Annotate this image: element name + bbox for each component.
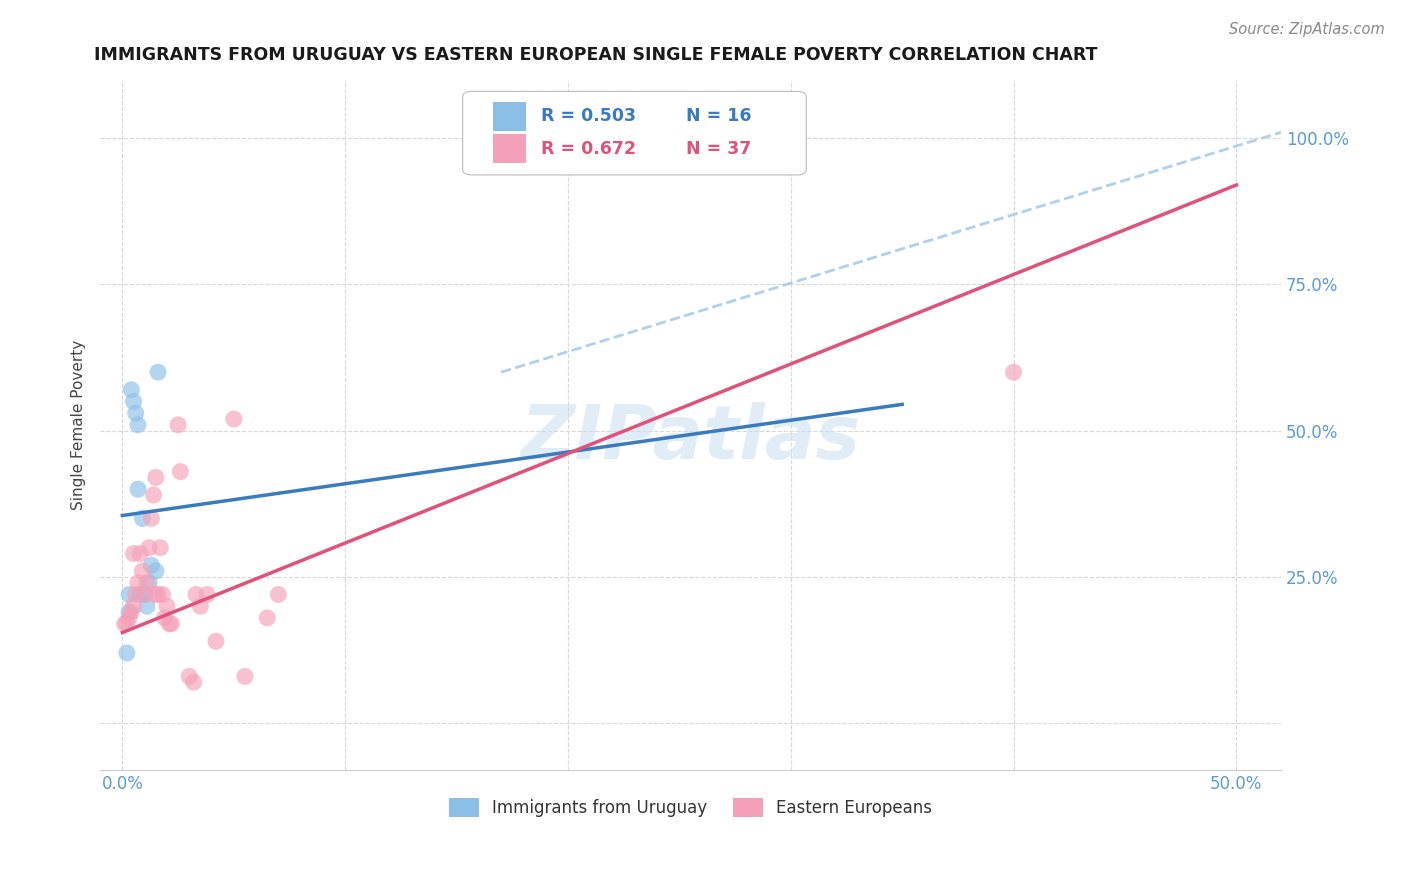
Point (157, 616, 180, 631)
Point (118, 587, 141, 601)
Point (115, 616, 138, 631)
Point (141, 558, 163, 573)
Point (118, 605, 141, 619)
Point (142, 488, 165, 502)
FancyBboxPatch shape (494, 102, 526, 131)
FancyBboxPatch shape (494, 134, 526, 163)
Text: ZIPatlas: ZIPatlas (520, 402, 860, 475)
Point (118, 611, 141, 625)
Text: N = 16: N = 16 (686, 107, 751, 125)
Point (141, 511, 163, 525)
Point (145, 470, 167, 484)
Legend: Immigrants from Uruguay, Eastern Europeans: Immigrants from Uruguay, Eastern Europea… (443, 791, 939, 824)
Point (127, 575, 149, 590)
Text: Source: ZipAtlas.com: Source: ZipAtlas.com (1229, 22, 1385, 37)
Point (1002, 365, 1025, 379)
Point (114, 616, 136, 631)
Point (131, 511, 153, 525)
Point (256, 611, 278, 625)
Point (145, 587, 167, 601)
Point (125, 587, 148, 601)
Point (153, 611, 176, 625)
Point (122, 599, 145, 614)
Y-axis label: Single Female Poverty: Single Female Poverty (72, 340, 86, 510)
Point (134, 587, 156, 601)
Point (138, 575, 160, 590)
Point (120, 383, 142, 397)
Text: R = 0.503: R = 0.503 (540, 107, 636, 125)
Point (179, 669, 201, 683)
Point (222, 412, 245, 426)
Text: IMMIGRANTS FROM URUGUAY VS EASTERN EUROPEAN SINGLE FEMALE POVERTY CORRELATION CH: IMMIGRANTS FROM URUGUAY VS EASTERN EUROP… (94, 46, 1098, 64)
Text: N = 37: N = 37 (686, 140, 751, 158)
Point (145, 564, 167, 578)
Point (169, 465, 191, 479)
Point (120, 605, 142, 619)
Point (146, 365, 169, 379)
Point (233, 669, 256, 683)
Point (195, 587, 218, 601)
Point (184, 587, 207, 601)
Point (129, 547, 152, 561)
Point (127, 417, 149, 432)
Point (152, 587, 174, 601)
Point (267, 587, 290, 601)
Point (190, 599, 212, 614)
Point (135, 599, 157, 614)
Point (160, 616, 183, 631)
Point (149, 541, 172, 555)
Point (205, 634, 228, 648)
Point (156, 599, 179, 614)
Point (138, 541, 160, 555)
Point (129, 587, 152, 601)
Point (134, 587, 156, 601)
Point (146, 587, 169, 601)
Point (122, 394, 145, 409)
Point (183, 675, 205, 690)
Point (167, 417, 190, 432)
FancyBboxPatch shape (463, 91, 806, 175)
Point (127, 482, 149, 496)
Point (125, 406, 148, 420)
Point (135, 575, 157, 590)
Point (122, 547, 145, 561)
Point (115, 646, 138, 660)
Text: R = 0.672: R = 0.672 (540, 140, 636, 158)
Point (131, 564, 153, 578)
